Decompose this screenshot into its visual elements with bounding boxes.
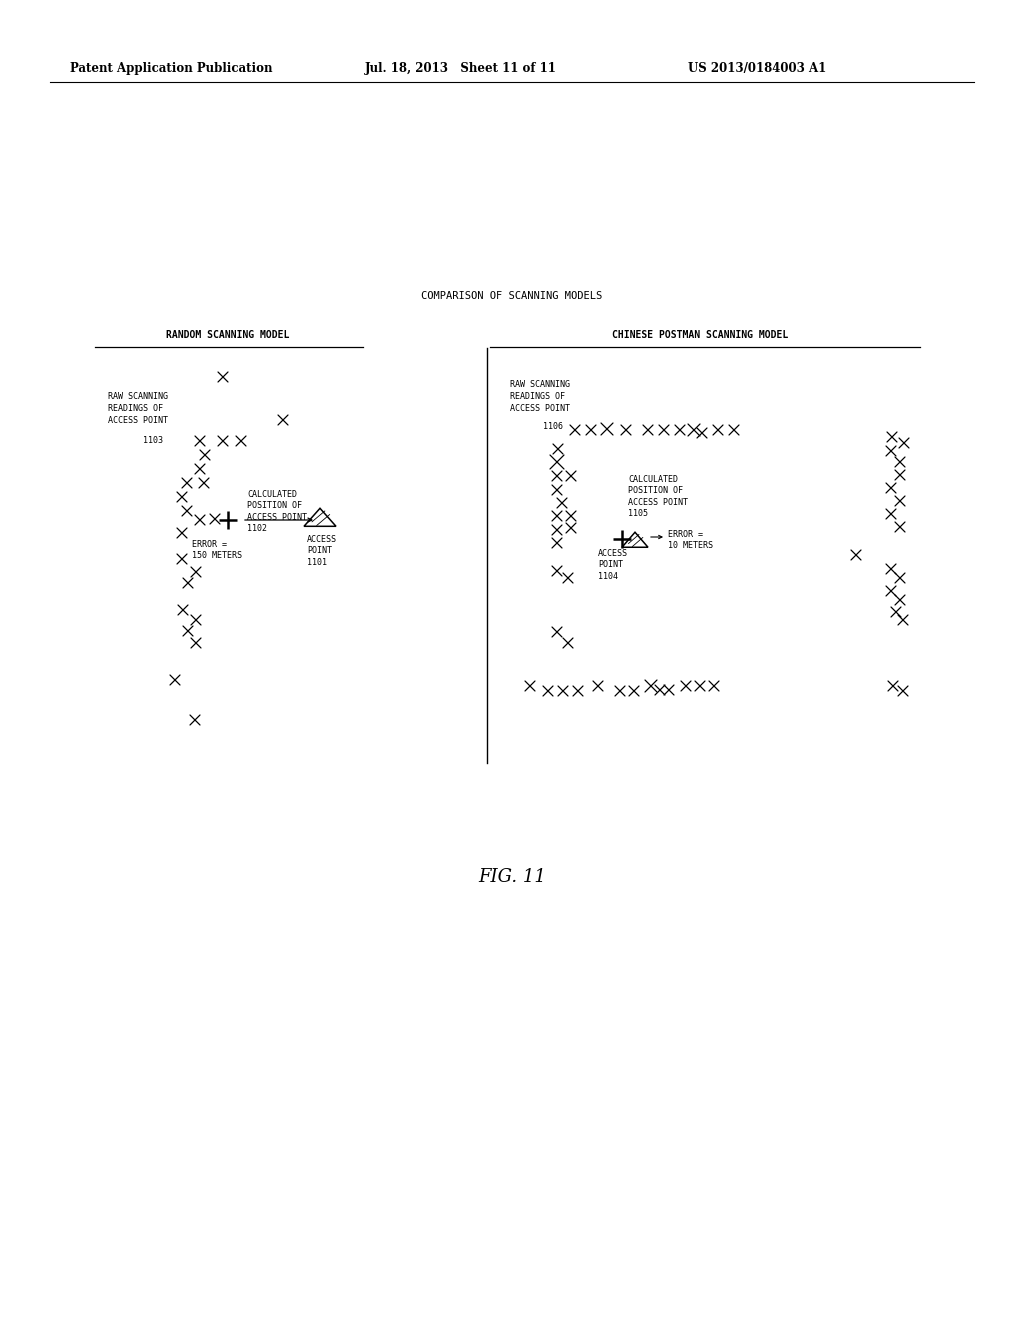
Text: ERROR =
10 METERS: ERROR = 10 METERS (668, 531, 713, 550)
Text: Patent Application Publication: Patent Application Publication (70, 62, 272, 75)
Text: CALCULATED
POSITION OF
ACCESS POINT
1105: CALCULATED POSITION OF ACCESS POINT 1105 (628, 475, 688, 519)
Text: FIG. 11: FIG. 11 (478, 869, 546, 886)
Text: 1103: 1103 (143, 436, 163, 445)
Text: Jul. 18, 2013   Sheet 11 of 11: Jul. 18, 2013 Sheet 11 of 11 (365, 62, 557, 75)
Text: COMPARISON OF SCANNING MODELS: COMPARISON OF SCANNING MODELS (421, 290, 603, 301)
Text: RAW SCANNING
READINGS OF
ACCESS POINT: RAW SCANNING READINGS OF ACCESS POINT (510, 380, 570, 413)
Text: ERROR =
150 METERS: ERROR = 150 METERS (193, 540, 242, 561)
Text: RANDOM SCANNING MODEL: RANDOM SCANNING MODEL (166, 330, 290, 341)
Text: ACCESS
POINT
1104: ACCESS POINT 1104 (598, 549, 628, 581)
Text: CALCULATED
POSITION OF
ACCESS POINT
1102: CALCULATED POSITION OF ACCESS POINT 1102 (247, 490, 307, 533)
Text: CHINESE POSTMAN SCANNING MODEL: CHINESE POSTMAN SCANNING MODEL (612, 330, 788, 341)
Text: RAW SCANNING
READINGS OF
ACCESS POINT: RAW SCANNING READINGS OF ACCESS POINT (108, 392, 168, 425)
Text: ACCESS
POINT
1101: ACCESS POINT 1101 (307, 535, 337, 566)
Text: 1106: 1106 (543, 422, 563, 432)
Text: US 2013/0184003 A1: US 2013/0184003 A1 (688, 62, 826, 75)
